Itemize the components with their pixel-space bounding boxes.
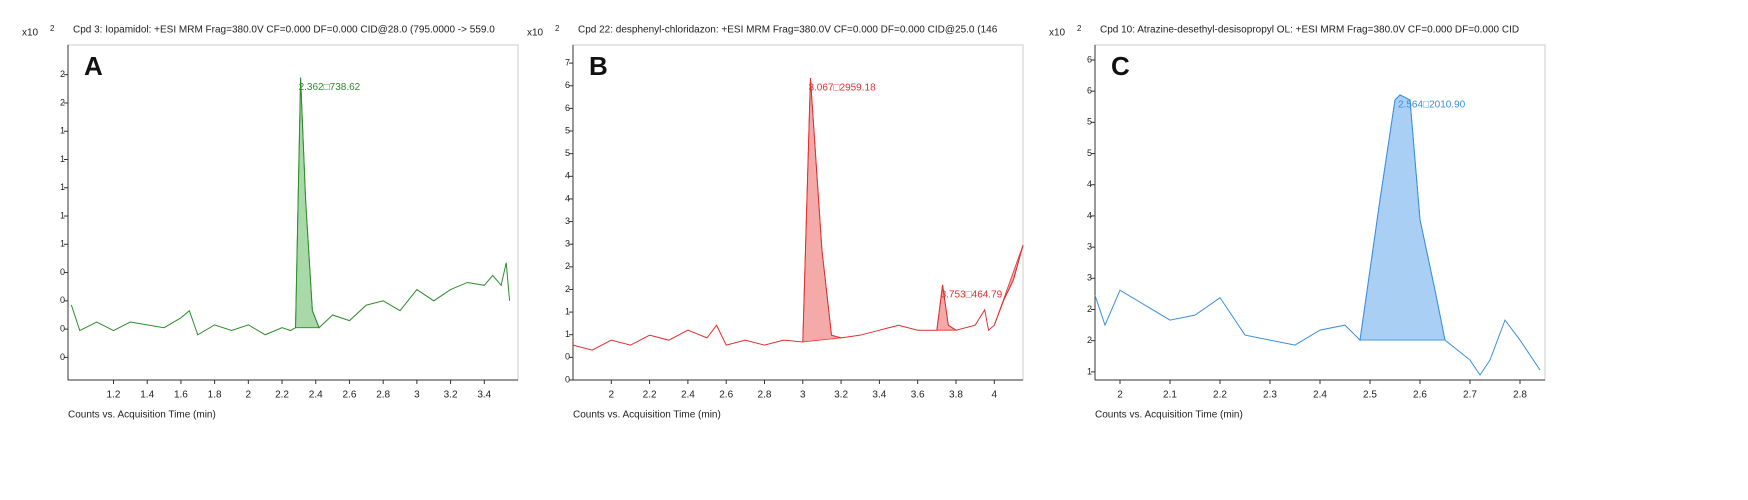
y-tick-label: 0 <box>60 323 65 333</box>
y-tick-label: 3 <box>565 216 570 226</box>
y-tick-label: 7 <box>565 57 570 67</box>
y-tick-label: 3 <box>565 239 570 249</box>
x-tick-label: 3.4 <box>872 390 886 401</box>
y-tick-label: 3 <box>1087 273 1092 283</box>
x-tick-label: 2.7 <box>1463 390 1477 401</box>
y-tick-label: 1 <box>1087 366 1092 376</box>
signal-line <box>572 78 1024 351</box>
x-tick-label: 2.2 <box>643 390 657 401</box>
peak-label: 3.753□464.79 <box>941 290 1003 301</box>
y-tick-label: 2 <box>60 97 65 107</box>
x-tick-label: 3.2 <box>834 390 848 401</box>
x-tick-label: 3 <box>414 390 420 401</box>
y-tick-label: 2 <box>565 284 570 294</box>
y-scale: x10 <box>527 28 544 39</box>
x-axis-label: Counts vs. Acquisition Time (min) <box>68 410 216 421</box>
x-tick-label: 3.4 <box>477 390 491 401</box>
y-tick-label: 4 <box>1087 179 1092 189</box>
y-tick-label: 2 <box>60 69 65 79</box>
x-tick-label: 1.8 <box>208 390 222 401</box>
x-tick-label: 2.6 <box>719 390 733 401</box>
x-axis-label: Counts vs. Acquisition Time (min) <box>573 410 721 421</box>
peak-label: 3.067□2959.18 <box>808 83 876 94</box>
y-tick-label: 0 <box>565 374 570 384</box>
y-tick-label: 1 <box>565 306 570 316</box>
signal-line <box>70 77 511 336</box>
y-tick-label: 4 <box>565 193 570 203</box>
y-tick-label: 1 <box>60 154 65 164</box>
peak-label: 2.564□2010.90 <box>1398 100 1466 111</box>
x-tick-label: 3.6 <box>911 390 925 401</box>
x-axis-label: Counts vs. Acquisition Time (min) <box>1095 410 1243 421</box>
peak-area <box>1359 94 1446 341</box>
y-scale: x10 <box>1049 28 1066 39</box>
panel-label: B <box>589 51 608 81</box>
y-tick-label: 2 <box>565 261 570 271</box>
x-tick-label: 4 <box>991 390 997 401</box>
y-tick-label: 4 <box>565 171 570 181</box>
x-tick-label: 2.8 <box>376 390 390 401</box>
x-tick-label: 2.8 <box>758 390 772 401</box>
x-tick-label: 2.2 <box>1213 390 1227 401</box>
x-tick-label: 2.1 <box>1163 390 1177 401</box>
y-tick-label: 6 <box>1087 54 1092 64</box>
peak-area <box>295 77 320 329</box>
y-tick-label: 0 <box>565 352 570 362</box>
y-tick-label: 0 <box>60 295 65 305</box>
y-tick-label: 1 <box>60 210 65 220</box>
y-tick-label: 2 <box>1087 304 1092 314</box>
y-tick-label: 5 <box>1087 117 1092 127</box>
x-tick-label: 1.6 <box>174 390 188 401</box>
x-tick-label: 3.2 <box>444 390 458 401</box>
x-tick-label: 2.2 <box>275 390 289 401</box>
peak-label: 2.362□738.62 <box>299 82 361 93</box>
y-scale: x10 <box>22 28 39 39</box>
y-tick-label: 5 <box>1087 148 1092 158</box>
y-tick-label: 6 <box>565 103 570 113</box>
peak-area <box>802 78 842 343</box>
y-scale-power: 2 <box>1077 24 1082 33</box>
y-tick-label: 0 <box>60 267 65 277</box>
panel-label: A <box>84 51 103 81</box>
x-tick-label: 1.4 <box>140 390 154 401</box>
y-tick-label: 1 <box>60 182 65 192</box>
x-tick-label: 3.8 <box>949 390 963 401</box>
x-tick-label: 2.4 <box>309 390 323 401</box>
signal-line <box>1094 94 1541 376</box>
y-tick-label: 5 <box>565 148 570 158</box>
x-tick-label: 2.4 <box>1313 390 1327 401</box>
x-tick-label: 2.6 <box>1413 390 1427 401</box>
x-tick-label: 2.4 <box>681 390 695 401</box>
x-tick-label: 2 <box>609 390 615 401</box>
x-tick-label: 1.2 <box>107 390 121 401</box>
plot-frame <box>67 44 519 381</box>
x-tick-label: 2 <box>246 390 252 401</box>
y-tick-label: 6 <box>565 80 570 90</box>
x-tick-label: 2 <box>1117 390 1123 401</box>
y-tick-label: 1 <box>60 126 65 136</box>
x-tick-label: 2.8 <box>1513 390 1527 401</box>
chart-title: Cpd 3: Iopamidol: +ESI MRM Frag=380.0V C… <box>73 25 495 36</box>
chart-title: Cpd 10: Atrazine-desethyl-desisopropyl O… <box>1100 25 1519 36</box>
panel-label: C <box>1111 51 1130 81</box>
y-scale-power: 2 <box>555 24 560 33</box>
y-tick-label: 1 <box>60 239 65 249</box>
y-scale-power: 2 <box>50 24 55 33</box>
x-tick-label: 3 <box>800 390 806 401</box>
y-tick-label: 6 <box>1087 86 1092 96</box>
y-tick-label: 4 <box>1087 210 1092 220</box>
x-tick-label: 2.6 <box>343 390 357 401</box>
chart-title: Cpd 22: desphenyl-chloridazon: +ESI MRM … <box>578 25 998 36</box>
y-tick-label: 5 <box>565 125 570 135</box>
y-tick-label: 0 <box>60 352 65 362</box>
y-tick-label: 1 <box>565 329 570 339</box>
y-tick-label: 2 <box>1087 335 1092 345</box>
x-tick-label: 2.3 <box>1263 390 1277 401</box>
y-tick-label: 3 <box>1087 241 1092 251</box>
x-tick-label: 2.5 <box>1363 390 1377 401</box>
